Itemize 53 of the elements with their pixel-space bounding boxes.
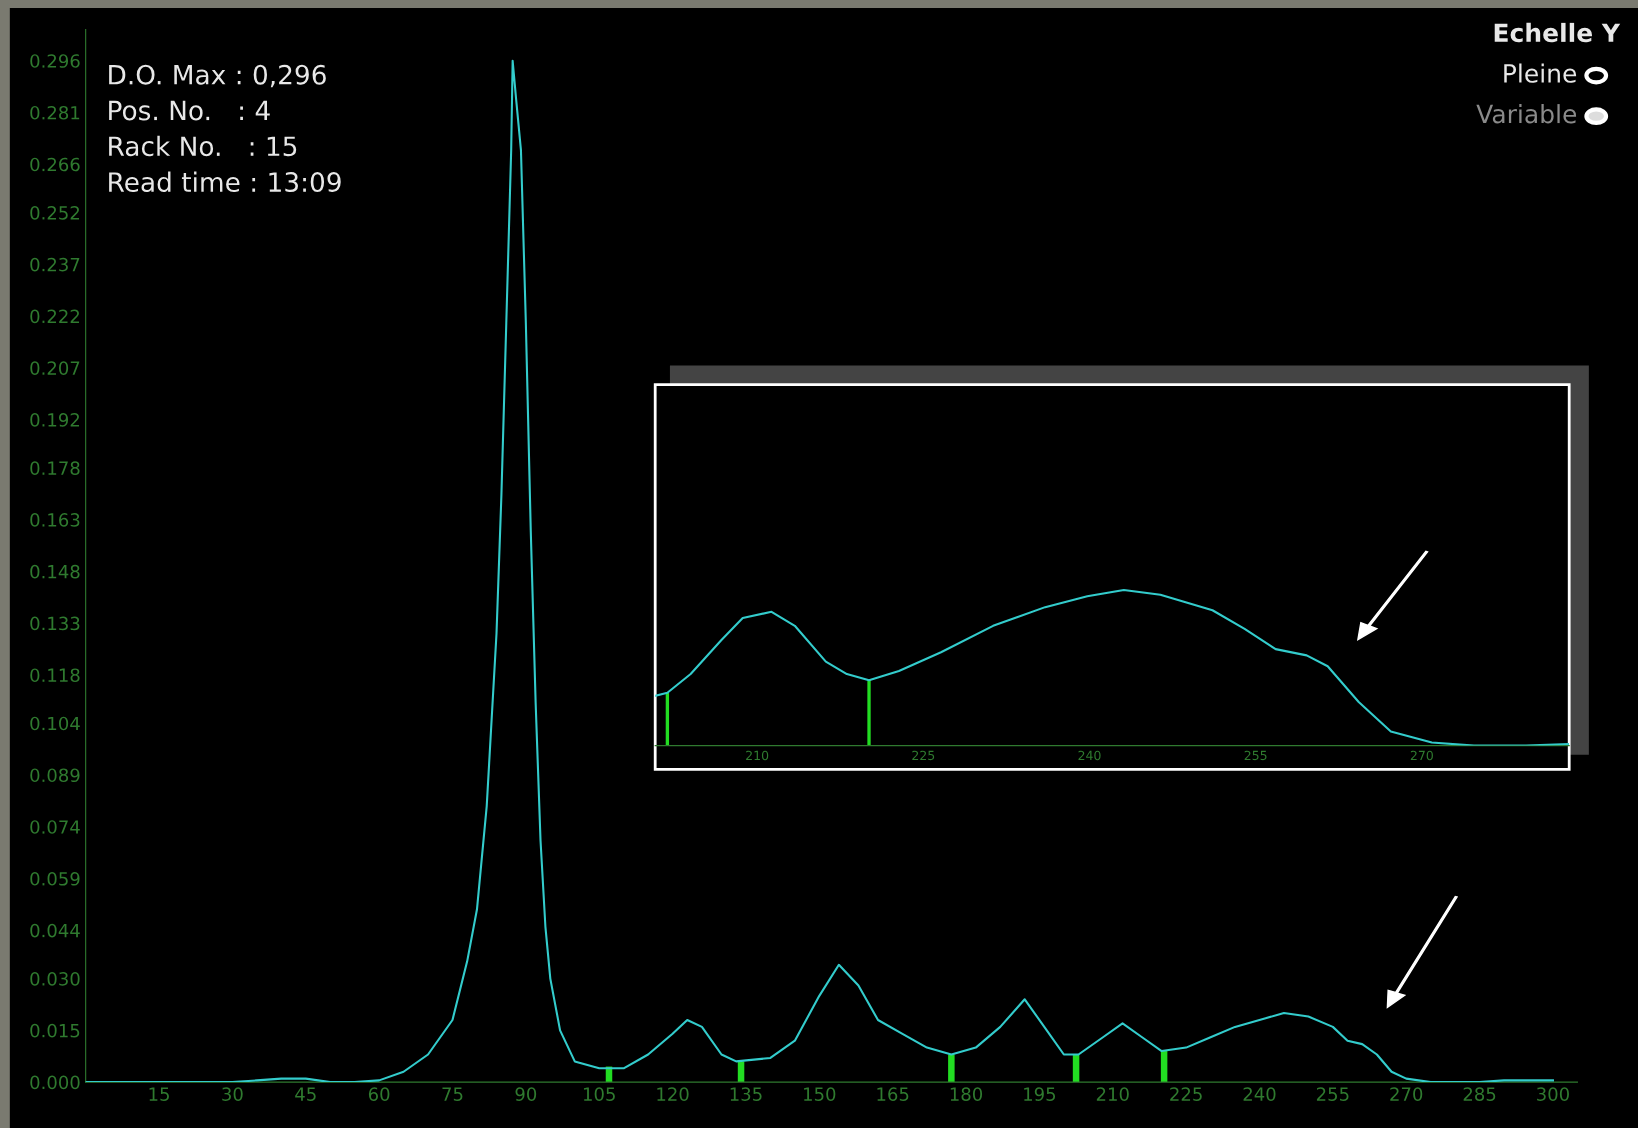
y-tick-label: 0.030 — [30, 972, 80, 986]
x-tick-label: 285 — [1463, 1087, 1496, 1101]
x-tick-label: 45 — [295, 1087, 316, 1101]
x-tick-label: 195 — [1024, 1087, 1056, 1101]
annotation: Echelle Y — [1494, 22, 1621, 43]
y-tick-label: 0.089 — [30, 768, 80, 783]
y-tick-label: 0.178 — [30, 461, 80, 476]
y-tick-label: 0.207 — [30, 361, 80, 375]
y-tick-label: 0.237 — [30, 257, 80, 272]
y-tick-label: 0.252 — [30, 206, 79, 220]
x-tick-label: 120 — [657, 1087, 689, 1101]
x-tick-label: 300 — [1537, 1087, 1569, 1101]
x-tick-label: 240 — [1078, 750, 1101, 761]
x-tick-label: 165 — [877, 1087, 909, 1101]
y-tick-label: 0.148 — [30, 564, 80, 579]
x-tick-label: 180 — [950, 1087, 983, 1101]
x-tick-label: 90 — [515, 1087, 537, 1101]
x-tick-label: 270 — [1410, 750, 1433, 761]
x-tick-label: 150 — [804, 1087, 836, 1101]
annotation: Rack No. : 15 — [109, 135, 297, 157]
annotation: D.O. Max : 0,296 — [109, 64, 326, 88]
annotation: Variable — [1476, 104, 1577, 124]
x-tick-label: 240 — [1243, 1087, 1276, 1101]
annotation: Pleine — [1504, 63, 1577, 83]
y-tick-label: 0.074 — [30, 820, 80, 834]
x-tick-label: 270 — [1390, 1087, 1423, 1101]
y-tick-label: 0.192 — [30, 413, 79, 427]
x-tick-label: 15 — [149, 1087, 169, 1101]
x-tick-label: 105 — [583, 1087, 615, 1101]
y-tick-label: 0.118 — [30, 668, 80, 683]
annotation: Read time : 13:09 — [109, 171, 341, 193]
x-tick-label: 210 — [746, 750, 769, 761]
y-tick-label: 0.222 — [30, 309, 79, 324]
x-tick-label: 30 — [222, 1087, 243, 1101]
y-tick-label: 0.015 — [30, 1023, 80, 1038]
y-tick-label: 0.266 — [30, 157, 80, 172]
y-tick-label: 0.133 — [30, 616, 80, 631]
y-tick-label: 0.163 — [30, 513, 80, 527]
x-tick-label: 225 — [912, 750, 935, 761]
x-tick-label: 255 — [1316, 1087, 1349, 1101]
y-tick-label: 0.281 — [30, 105, 80, 120]
y-tick-label: 0.044 — [30, 923, 80, 938]
annotation: Pos. No. : 4 — [109, 100, 270, 121]
x-tick-label: 75 — [442, 1087, 463, 1101]
x-tick-label: 135 — [730, 1087, 762, 1101]
x-tick-label: 255 — [1244, 750, 1267, 761]
x-tick-label: 210 — [1096, 1087, 1129, 1101]
x-tick-label: 225 — [1170, 1087, 1202, 1101]
y-tick-label: 0.104 — [30, 716, 80, 731]
y-tick-label: 0.296 — [30, 54, 80, 68]
y-tick-label: 0.059 — [30, 871, 80, 886]
y-tick-label: 0.000 — [30, 1075, 80, 1090]
x-tick-label: 60 — [368, 1087, 390, 1101]
